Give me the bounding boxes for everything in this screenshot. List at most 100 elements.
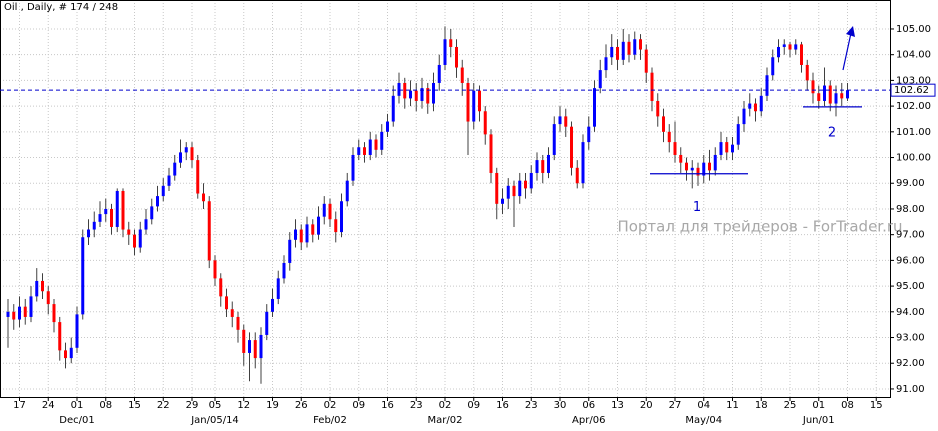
candle-body <box>317 216 320 235</box>
candle-body <box>253 340 257 359</box>
candle-body <box>650 72 654 101</box>
candle-body <box>759 95 763 112</box>
candle-body <box>547 154 550 173</box>
x-tick-label: 30 <box>554 400 567 411</box>
x-tick-label: 15 <box>128 400 141 411</box>
x-tick-label: 04 <box>697 400 710 411</box>
candle-body <box>558 116 562 125</box>
candle-body <box>23 306 27 317</box>
candle-body <box>420 88 424 101</box>
candle-body <box>725 142 729 153</box>
candle-body <box>748 103 752 109</box>
y-tick-label: 105.00 <box>896 24 931 35</box>
candle-body <box>150 206 154 220</box>
arrow <box>842 32 852 71</box>
candle-body <box>771 57 775 76</box>
candle-body <box>616 46 619 60</box>
x-tick-label: 06 <box>582 400 595 411</box>
candle-body <box>380 131 384 150</box>
candle-body <box>834 93 838 104</box>
candle-body <box>800 44 803 65</box>
candle-body <box>242 329 246 353</box>
candle-body <box>581 142 585 184</box>
x-tick-label: 05 <box>209 400 222 411</box>
candle-body <box>144 219 148 230</box>
x-tick-label: 01 <box>812 400 825 411</box>
candle-body <box>156 196 159 207</box>
candle-body <box>466 82 470 122</box>
candle-body <box>644 49 648 73</box>
candle-body <box>351 154 355 181</box>
candle-body <box>374 139 378 150</box>
x-tick-label: 24 <box>42 400 55 411</box>
candle-body <box>328 203 332 220</box>
candle-body <box>138 229 142 248</box>
y-tick-label: 92.00 <box>896 358 925 369</box>
candle-body <box>92 221 96 230</box>
candle-body <box>173 162 177 176</box>
x-tick-label: 19 <box>266 400 279 411</box>
candle-body <box>782 44 786 47</box>
candle-body <box>46 291 50 305</box>
y-tick-label: 102.00 <box>896 101 931 112</box>
x-tick-label: 15 <box>870 400 883 411</box>
candle-body <box>322 203 326 217</box>
month-label: Feb/02 <box>313 415 347 426</box>
candle-body <box>564 116 568 127</box>
candle-body <box>104 208 108 215</box>
candle-body <box>460 67 464 83</box>
candle-body <box>437 64 441 83</box>
x-tick-label: 01 <box>71 400 84 411</box>
candle-body <box>633 39 637 55</box>
y-tick-label: 101.00 <box>896 127 931 138</box>
candle-body <box>449 39 453 47</box>
candle-body <box>846 90 849 99</box>
candle-body <box>541 160 545 173</box>
candle-body <box>41 280 44 292</box>
annotation: 1 <box>693 200 701 215</box>
candle-body <box>570 126 573 168</box>
candle-body <box>265 311 269 335</box>
candle-body <box>713 154 717 171</box>
month-label: Dec/01 <box>59 415 94 426</box>
candle-body <box>271 298 274 312</box>
candle-body <box>788 44 792 50</box>
y-tick-label: 97.00 <box>896 230 925 241</box>
candle-body <box>587 126 591 143</box>
y-tick-label: 99.00 <box>896 178 925 189</box>
candle-body <box>529 172 533 189</box>
candle-body <box>403 82 407 99</box>
candle-body <box>736 124 740 145</box>
candle-body <box>414 90 418 101</box>
candle-body <box>719 142 723 155</box>
candle-body <box>679 154 683 163</box>
candle-body <box>276 278 280 299</box>
candle-body <box>225 296 228 310</box>
x-tick-label: 23 <box>525 400 538 411</box>
candle-body <box>288 239 292 263</box>
y-tick-label: 96.00 <box>896 255 925 266</box>
month-label: May/04 <box>685 415 722 426</box>
candle-body <box>535 160 539 173</box>
candle-body <box>121 190 125 230</box>
y-tick-label: 103.00 <box>896 75 931 86</box>
x-tick-label: 22 <box>157 400 170 411</box>
watermark: Портал для трейдеров - ForTrader.ru <box>617 218 902 236</box>
candle-body <box>575 167 579 184</box>
candle-body <box>133 234 136 248</box>
y-tick-label: 91.00 <box>896 384 925 395</box>
candle-body <box>345 180 349 202</box>
candle-body <box>426 88 430 104</box>
month-label: Jun/01 <box>802 415 835 426</box>
x-tick-label: 09 <box>352 400 365 411</box>
candle-body <box>259 334 263 359</box>
candle-body <box>662 116 665 132</box>
candle-body <box>604 57 608 71</box>
candle-body <box>765 75 769 96</box>
candle-body <box>299 229 303 243</box>
candle-body <box>696 167 700 176</box>
y-tick-label: 104.00 <box>896 50 931 61</box>
current-price-box <box>890 83 936 97</box>
x-tick-label: 12 <box>237 400 250 411</box>
